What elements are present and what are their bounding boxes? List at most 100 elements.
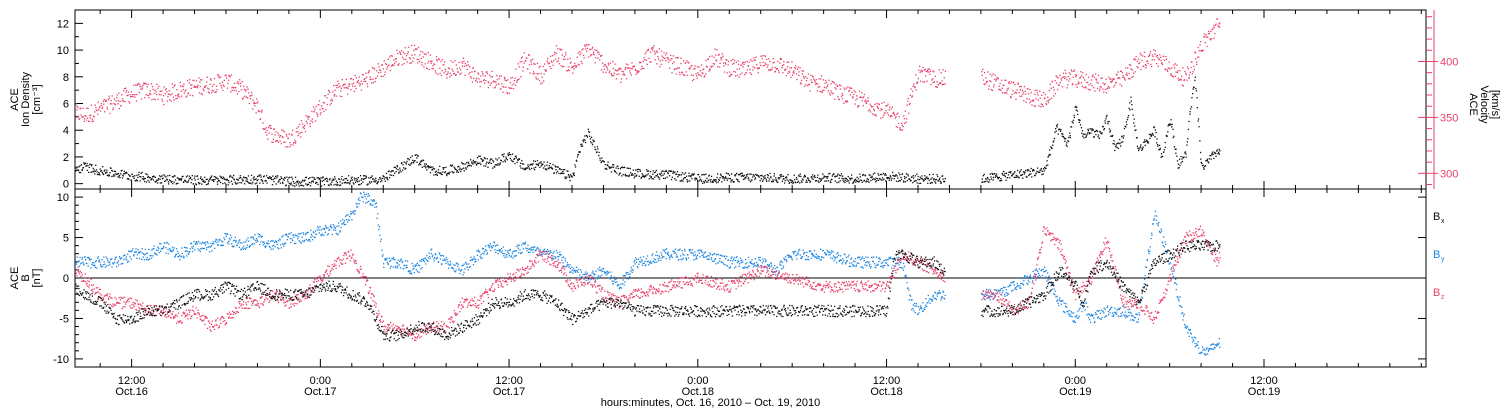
density-series-point (188, 178, 190, 180)
density-series-point (1181, 160, 1184, 163)
velocity-series-point (717, 54, 720, 56)
velocity-series-point (308, 116, 310, 118)
velocity-series-point (340, 90, 342, 92)
density-series-point (431, 168, 433, 171)
velocity-series-point (817, 86, 820, 88)
velocity-series-point (1061, 86, 1064, 88)
by-series-point (414, 264, 416, 266)
velocity-series-point (597, 51, 599, 54)
velocity-series-point (779, 62, 781, 64)
velocity-series-point (1094, 90, 1096, 92)
velocity-series-point (887, 103, 889, 105)
density-series-point (984, 181, 986, 183)
velocity-series-point (256, 102, 258, 104)
velocity-series-point (893, 113, 895, 115)
velocity-series-point (1144, 56, 1146, 58)
density-series-point (992, 176, 995, 179)
by-series-point (328, 229, 331, 231)
velocity-series-point (555, 45, 558, 47)
density-series-point (575, 159, 577, 161)
density-series-point (1182, 157, 1184, 159)
by-series-point (466, 263, 468, 266)
velocity-series-point (1133, 59, 1135, 61)
density-series-point (801, 181, 803, 183)
density-axis-label: [cm⁻³] (31, 84, 43, 114)
density-series-point (531, 167, 533, 170)
b-y-tick-label: 5 (63, 233, 69, 245)
density-series-point (1175, 148, 1177, 150)
velocity-series-point (537, 78, 539, 80)
by-series-point (284, 242, 286, 245)
density-series-point (440, 172, 442, 174)
density-series-point (925, 176, 927, 178)
density-series-point (212, 179, 215, 181)
density-series-point (1101, 132, 1103, 134)
density-series-point (93, 171, 95, 173)
density-series-point (784, 182, 786, 184)
velocity-series-point (1148, 55, 1150, 58)
density-series-point (412, 162, 414, 164)
density-series-point (588, 131, 590, 134)
velocity-series-point (1112, 77, 1114, 80)
velocity-series-point (715, 60, 718, 62)
velocity-series-point (815, 83, 817, 85)
velocity-series-point (984, 72, 986, 74)
velocity-series-point (596, 49, 598, 52)
density-series-point (411, 162, 413, 164)
velocity-series-point (372, 78, 374, 80)
density-series-point (1198, 126, 1200, 128)
density-series-point (648, 178, 650, 180)
velocity-series-point (841, 97, 844, 100)
density-series-point (253, 176, 255, 178)
velocity-series-point (853, 90, 855, 92)
by-series-point (238, 240, 240, 242)
velocity-series-point (1209, 38, 1211, 40)
density-series-point (558, 172, 560, 175)
velocity-series-point (495, 84, 497, 86)
velocity-series-point (1023, 100, 1025, 102)
density-series-point (106, 174, 109, 177)
velocity-series-point (94, 111, 96, 113)
velocity-series-point (1093, 76, 1095, 78)
velocity-series-point (669, 67, 671, 69)
velocity-series-point (378, 66, 380, 68)
velocity-series-point (737, 63, 740, 65)
by-series-point (450, 263, 452, 265)
velocity-series-point (368, 69, 370, 72)
velocity-series-point (862, 97, 864, 99)
by-series-point (105, 256, 107, 258)
velocity-series-point (771, 68, 773, 71)
by-series-point (333, 226, 336, 229)
density-series-point (178, 179, 180, 181)
by-series-point (97, 256, 99, 258)
by-series-point (167, 248, 169, 251)
by-series-point (228, 237, 231, 240)
density-series-point (1164, 146, 1166, 148)
velocity-series-point (832, 81, 834, 83)
velocity-series-point (319, 109, 321, 111)
velocity-series-point (562, 58, 565, 61)
density-series-point (502, 154, 504, 156)
density-series-point (512, 160, 514, 163)
by-series-point (398, 264, 400, 266)
density-series-point (1117, 147, 1119, 149)
density-series-point (779, 174, 781, 176)
velocity-series-point (307, 118, 309, 120)
velocity-series-point (136, 94, 138, 96)
velocity-series-point (720, 57, 722, 59)
by-series-point (125, 256, 127, 258)
density-series-point (222, 182, 224, 185)
by-series-point (291, 239, 294, 242)
velocity-series-point (1069, 78, 1071, 80)
velocity-series-point (783, 61, 785, 63)
density-series-point (418, 164, 420, 166)
by-series-point (339, 231, 341, 233)
by-series-point (501, 247, 503, 250)
density-series-point (78, 166, 80, 168)
density-series-point (1083, 137, 1085, 139)
density-series-point (904, 177, 906, 180)
density-series-point (847, 175, 849, 178)
velocity-series-point (895, 116, 897, 118)
velocity-series-point (800, 79, 803, 81)
velocity-series-point (868, 110, 870, 112)
